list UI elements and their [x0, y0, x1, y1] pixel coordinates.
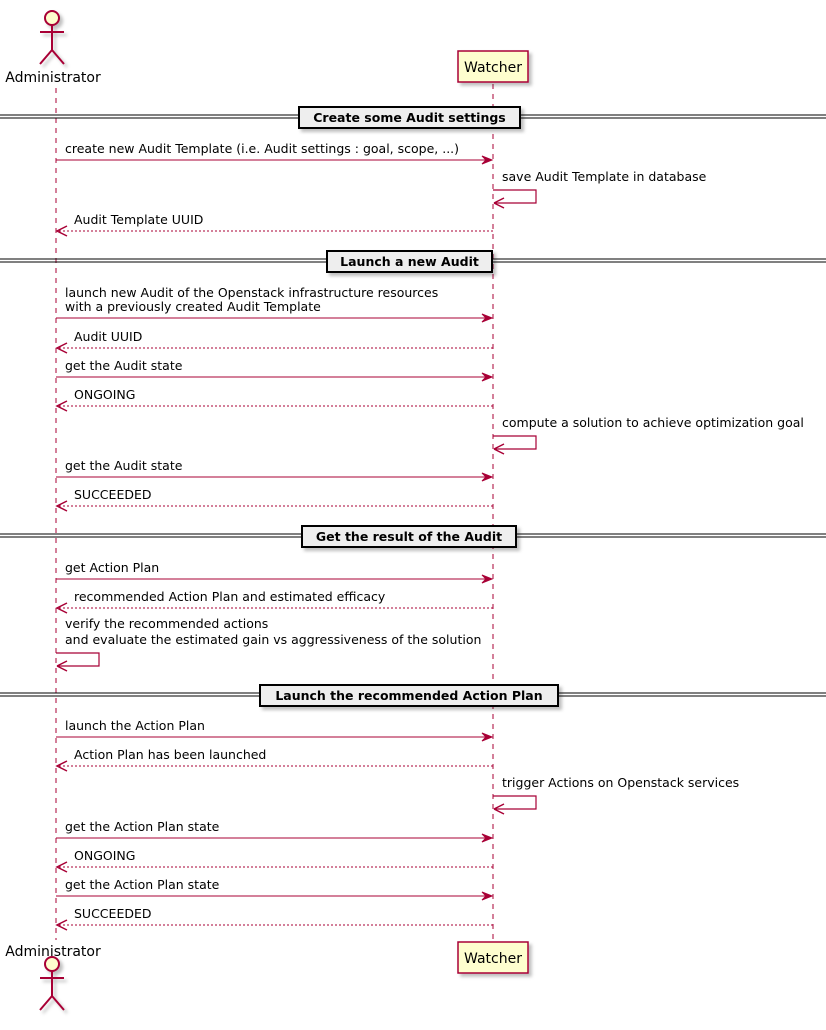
stick-figure-actor-icon [39, 10, 65, 65]
return-message: SUCCEEDED [55, 487, 493, 512]
message-label: launch the Action Plan [65, 718, 205, 733]
return-message: ONGOING [55, 848, 493, 873]
participant-label: Watcher [464, 60, 522, 76]
call-message: get the Audit state [56, 458, 494, 482]
participant-label: Watcher [464, 951, 522, 967]
message-label: get the Audit state [65, 358, 183, 373]
call-message: launch the Action Plan [56, 718, 494, 742]
call-message: get the Action Plan state [56, 819, 494, 843]
actor-administrator-top: Administrator [5, 10, 101, 86]
self-message: trigger Actions on Openstack services [493, 775, 739, 815]
participant-label: Administrator [5, 944, 101, 960]
call-message: create new Audit Template (i.e. Audit se… [56, 141, 494, 165]
message-label: with a previously created Audit Template [65, 299, 321, 314]
message-label: Audit Template UUID [74, 212, 203, 227]
message-label: Action Plan has been launched [74, 747, 266, 762]
call-message: get the Audit state [56, 358, 494, 382]
return-message: Audit UUID [55, 329, 493, 354]
message-label: get the Audit state [65, 458, 183, 473]
message-label: get the Action Plan state [65, 877, 220, 892]
actor-administrator-bottom: Administrator [5, 944, 101, 1011]
message-label: trigger Actions on Openstack services [502, 775, 739, 790]
message-label: SUCCEEDED [74, 906, 151, 921]
self-message: save Audit Template in database [493, 169, 707, 209]
participant-watcher-bottom: Watcher [457, 941, 529, 974]
divider-label: Get the result of the Audit [316, 529, 502, 544]
message-label: Audit UUID [74, 329, 142, 344]
message-label: ONGOING [74, 387, 135, 402]
return-message: ONGOING [55, 387, 493, 412]
participant-watcher-top: Watcher [457, 50, 529, 83]
call-message: get the Action Plan state [56, 877, 494, 901]
message-label: launch new Audit of the Openstack infras… [65, 285, 438, 300]
message-label: and evaluate the estimated gain vs aggre… [65, 632, 481, 647]
message-label: create new Audit Template (i.e. Audit se… [65, 141, 459, 156]
call-message: launch new Audit of the Openstack infras… [56, 285, 494, 323]
participant-label: Administrator [5, 70, 101, 86]
stick-figure-actor-icon [39, 956, 65, 1011]
section-divider: Create some Audit settings [0, 106, 826, 129]
return-message: recommended Action Plan and estimated ef… [55, 589, 493, 614]
self-message: compute a solution to achieve optimizati… [493, 415, 804, 455]
call-message: get Action Plan [56, 560, 494, 584]
message-label: SUCCEEDED [74, 487, 151, 502]
message-label: get Action Plan [65, 560, 159, 575]
section-divider: Get the result of the Audit [0, 525, 826, 548]
section-divider: Launch the recommended Action Plan [0, 684, 826, 707]
message-label: compute a solution to achieve optimizati… [502, 415, 804, 430]
message-label: save Audit Template in database [502, 169, 707, 184]
divider-label: Launch a new Audit [340, 254, 479, 269]
divider-label: Create some Audit settings [313, 110, 506, 125]
return-message: SUCCEEDED [55, 906, 493, 931]
message-label: recommended Action Plan and estimated ef… [74, 589, 386, 604]
section-divider: Launch a new Audit [0, 250, 826, 273]
message-label: ONGOING [74, 848, 135, 863]
message-label: verify the recommended actions [65, 616, 268, 631]
divider-label: Launch the recommended Action Plan [275, 688, 542, 703]
return-message: Action Plan has been launched [55, 747, 493, 772]
return-message: Audit Template UUID [55, 212, 493, 237]
message-label: get the Action Plan state [65, 819, 220, 834]
